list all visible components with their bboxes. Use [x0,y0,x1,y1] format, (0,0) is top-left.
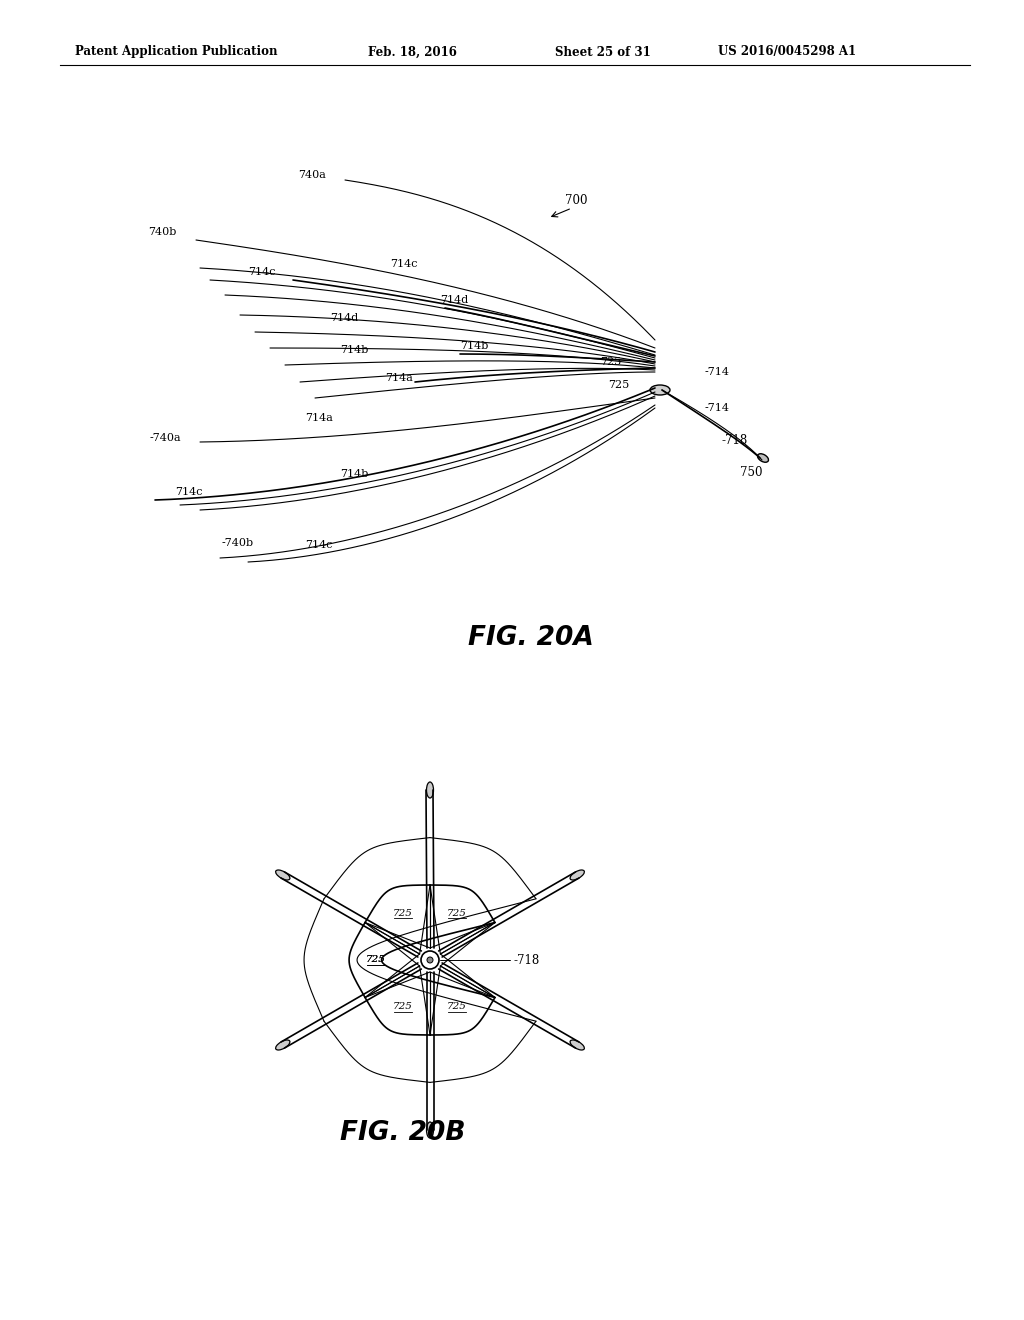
Text: 714c: 714c [248,267,275,277]
Text: US 2016/0045298 A1: US 2016/0045298 A1 [718,45,856,58]
Text: Patent Application Publication: Patent Application Publication [75,45,278,58]
Text: 725: 725 [447,1002,467,1011]
Text: 740b: 740b [148,227,176,238]
Text: -714: -714 [705,403,730,413]
Text: 725: 725 [447,908,467,917]
Text: -718: -718 [722,433,749,446]
Text: 725: 725 [366,956,386,965]
Ellipse shape [427,1122,433,1138]
Text: -740b: -740b [222,539,254,548]
Text: -718: -718 [513,953,540,966]
Circle shape [427,957,433,964]
Text: -740a: -740a [150,433,181,444]
Text: 714b: 714b [340,345,369,355]
Text: 714b: 714b [460,341,488,351]
Ellipse shape [275,1040,290,1049]
Text: 725: 725 [600,356,622,367]
Text: 714a: 714a [385,374,413,383]
Ellipse shape [758,454,768,462]
Text: 714a: 714a [305,413,333,422]
Text: 750: 750 [740,466,763,479]
Text: Sheet 25 of 31: Sheet 25 of 31 [555,45,650,58]
Ellipse shape [275,870,290,880]
Text: 725: 725 [608,380,630,389]
Ellipse shape [650,385,670,395]
Text: 714d: 714d [330,313,358,323]
Circle shape [421,950,439,969]
Text: -714: -714 [705,367,730,378]
Text: 725: 725 [393,1002,413,1011]
Text: 740a: 740a [298,170,326,180]
Text: FIG. 20A: FIG. 20A [468,624,594,651]
Text: 714b: 714b [340,469,369,479]
Text: 714d: 714d [440,294,468,305]
Ellipse shape [427,781,433,799]
Ellipse shape [570,1040,585,1049]
Text: 714c: 714c [305,540,333,550]
Text: FIG. 20B: FIG. 20B [340,1119,466,1146]
Ellipse shape [570,870,585,880]
Text: 700: 700 [565,194,588,206]
Text: 714c: 714c [175,487,203,498]
Text: Feb. 18, 2016: Feb. 18, 2016 [368,45,457,58]
Text: 714c: 714c [390,259,418,269]
Text: 725: 725 [393,908,413,917]
Text: 725: 725 [366,956,386,965]
